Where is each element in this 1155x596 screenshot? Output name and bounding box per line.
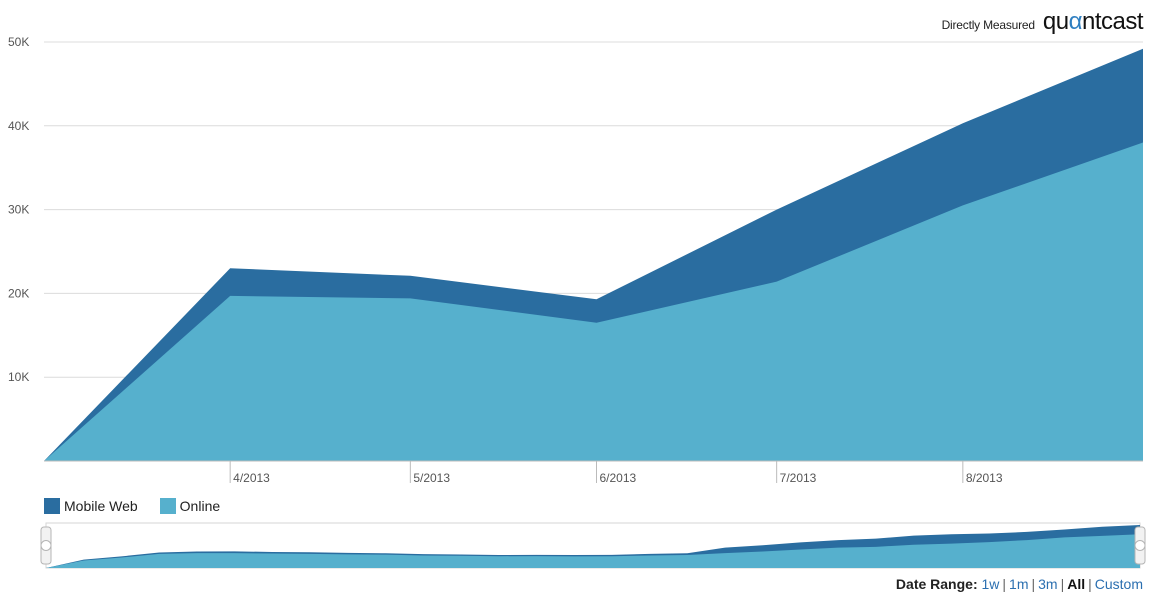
navigator-area-online	[46, 534, 1140, 568]
date-range-separator: |	[1002, 576, 1007, 592]
navigator-left-handle[interactable]	[40, 526, 52, 565]
x-tick-label: 4/2013	[233, 471, 270, 485]
date-range-3m[interactable]: 3m	[1038, 576, 1058, 592]
date-range: Date Range: 1w | 1m | 3m | All | Custom	[896, 576, 1143, 592]
date-range-1m[interactable]: 1m	[1009, 576, 1029, 592]
x-tick-label: 6/2013	[600, 471, 637, 485]
axes: 10K 20K 30K 40K 50K 4/2013 5/2013 6/2013 7/2013 8…	[8, 35, 1143, 485]
legend: Mobile Web Online	[44, 498, 220, 514]
x-tick-label: 7/2013	[780, 471, 817, 485]
quantcast-logo: quαntcast	[1042, 8, 1144, 35]
plot-areas	[44, 48, 1143, 461]
x-tick-label: 5/2013	[413, 471, 450, 485]
area-online	[44, 142, 1143, 461]
directly-measured-label: Directly Measured	[941, 18, 1036, 32]
y-tick-label: 40K	[8, 119, 29, 133]
navigator-right-handle[interactable]	[1134, 526, 1146, 565]
legend-label-mobile-web: Mobile Web	[64, 498, 138, 514]
date-range-label: Date Range:	[895, 576, 978, 592]
y-tick-label: 20K	[8, 286, 29, 300]
range-navigator[interactable]	[40, 522, 1146, 569]
date-range-separator: |	[1088, 576, 1092, 592]
y-tick-label: 30K	[8, 203, 29, 217]
date-range-all[interactable]: All	[1067, 576, 1086, 592]
brand-header: Directly Measured quαntcast	[941, 8, 1144, 35]
legend-swatch-online	[159, 498, 176, 514]
legend-item-mobile-web[interactable]: Mobile Web	[44, 498, 138, 514]
date-range-separator: |	[1060, 576, 1065, 592]
date-range-separator: |	[1031, 576, 1036, 592]
legend-label-online: Online	[179, 498, 221, 514]
y-tick-label: 10K	[8, 370, 29, 384]
legend-swatch-mobile-web	[44, 498, 60, 514]
date-range-custom[interactable]: Custom	[1094, 576, 1143, 592]
date-range-1w[interactable]: 1w	[981, 576, 1000, 592]
legend-item-online[interactable]: Online	[159, 498, 221, 514]
y-tick-label: 50K	[8, 35, 29, 49]
x-tick-label: 8/2013	[966, 471, 1003, 485]
